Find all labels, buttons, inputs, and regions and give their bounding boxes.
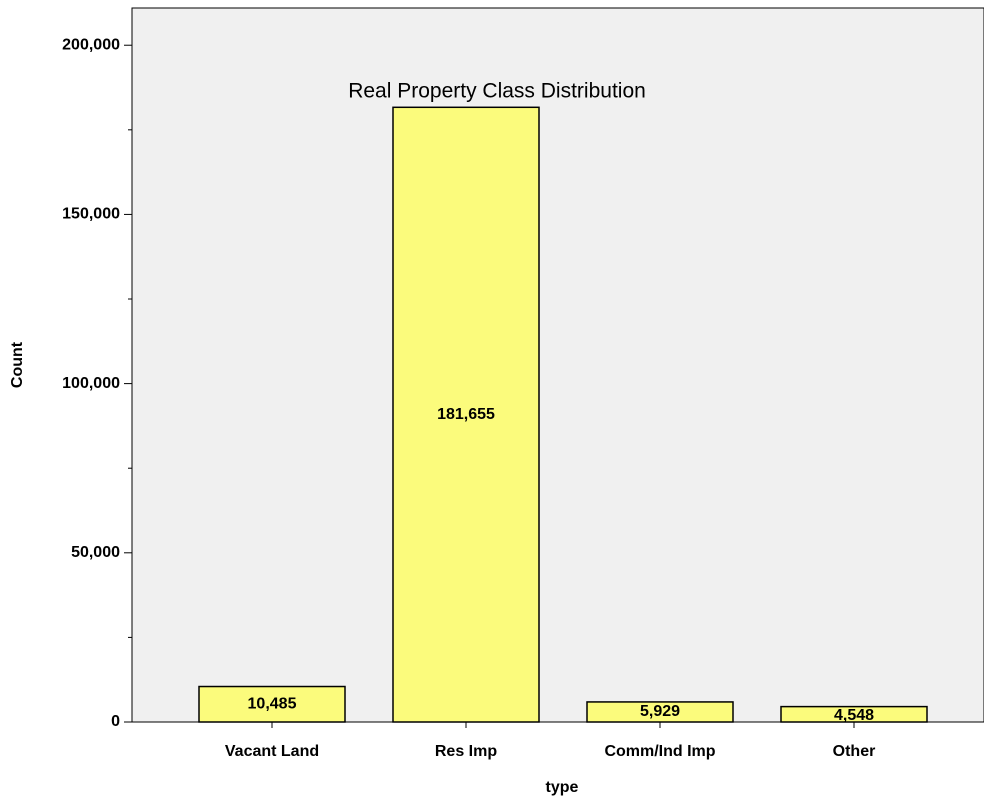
x-axis-title: type: [546, 779, 579, 796]
x-tick-label: Res Imp: [435, 743, 497, 760]
x-tick-label: Comm/Ind Imp: [604, 743, 715, 760]
bar: [780, 705, 928, 723]
bar: [198, 685, 346, 723]
y-tick-label: 150,000: [62, 206, 120, 223]
value-label: 5,929: [640, 703, 680, 720]
y-tick-label: 50,000: [71, 544, 120, 561]
y-tick-label: 0: [111, 713, 120, 730]
chart-title: Real Property Class Distribution: [348, 80, 646, 103]
value-label: 181,655: [437, 406, 495, 423]
value-label: 4,548: [834, 707, 874, 724]
y-tick-label: 100,000: [62, 375, 120, 392]
value-label: 10,485: [248, 695, 297, 712]
x-tick-label: Vacant Land: [225, 743, 319, 760]
bar: [392, 106, 540, 723]
x-tick-label: Other: [833, 743, 876, 760]
y-axis-title: Count: [9, 341, 26, 388]
plot-area: [131, 7, 984, 723]
y-tick-label: 200,000: [62, 36, 120, 53]
bar: [586, 701, 734, 723]
